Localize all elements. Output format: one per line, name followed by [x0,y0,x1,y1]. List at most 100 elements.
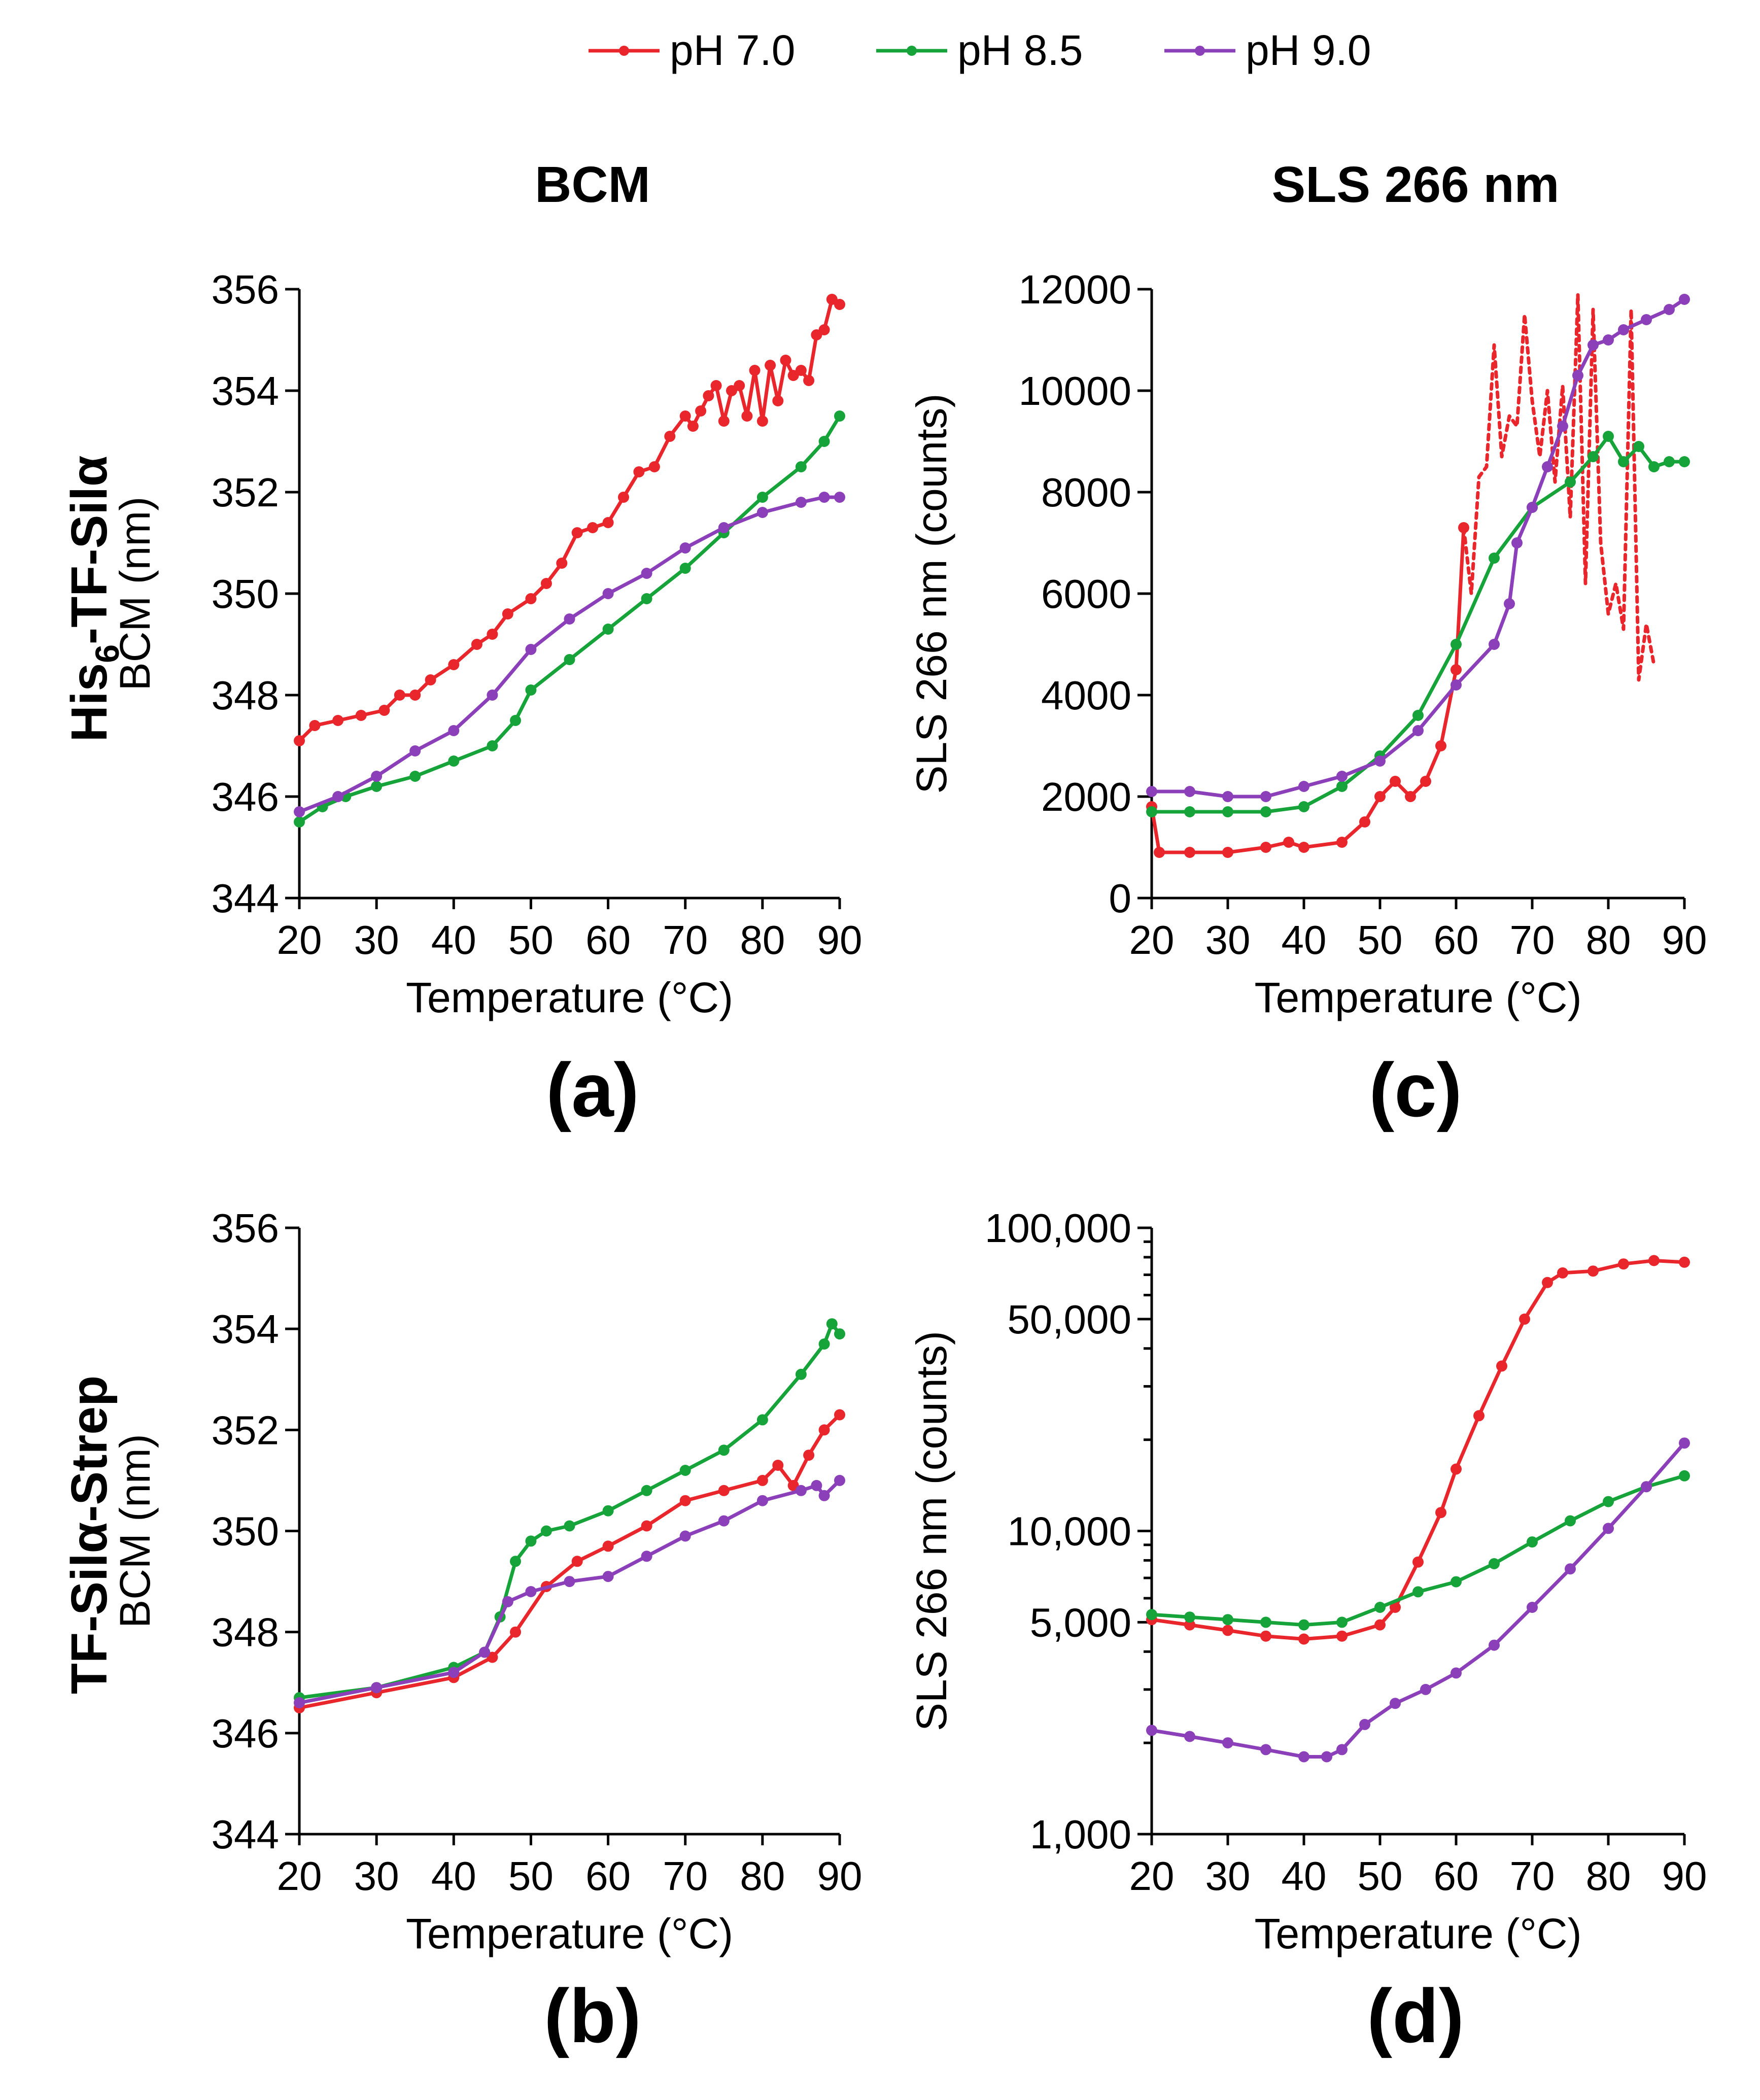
row-title-tf-sila-strep: TF-Silα-Strep [61,1375,118,1694]
x-tick-label-a-70: 70 [663,917,708,962]
data-point-c-ph-9-0-65 [1489,639,1500,650]
data-point-b-ph-9-0-40 [448,1667,460,1678]
legend: pH 7.0 pH 8.5 pH 9.0 [589,26,1371,74]
data-point-d-ph-9-0-90 [1679,1437,1690,1449]
x-tick-label-a-50: 50 [508,917,554,962]
y-tick-label-b-348: 348 [212,1610,279,1655]
y-tick-label-a-354: 354 [212,368,279,414]
data-point-a-ph-7-0-37 [425,674,436,685]
data-point-a-ph-7-0-72 [695,405,707,417]
data-point-b-ph-9-0-85 [795,1485,807,1496]
data-point-d-ph-8-5-35 [1260,1616,1271,1628]
y-tick-label-c-6000: 6000 [1041,571,1131,616]
data-point-d-ph-7-0-86 [1648,1255,1660,1266]
data-point-b-ph-8-5-48 [510,1556,521,1567]
data-point-b-ph-7-0-82 [772,1460,784,1471]
data-point-c-ph-9-0-67 [1504,598,1515,609]
y-tick-label-a-350: 350 [212,571,279,616]
data-point-a-ph-9-0-40 [448,725,460,736]
data-point-d-ph-7-0-52 [1390,1602,1401,1613]
data-point-d-ph-9-0-80 [1603,1523,1614,1534]
row-title-his6-tf-sila: His6-TF-Silα [61,456,126,742]
data-point-c-ph-8-5-40 [1298,801,1309,812]
panel-label-a: (a) [546,1047,639,1132]
data-point-c-ph-8-5-90 [1679,456,1690,467]
chart-panel-a: 20 30 40 50 60 70 80 90 344 346 348 350 352 354 356 Tem… [111,267,862,1132]
data-point-a-ph-7-0-85 [795,365,807,376]
data-point-b-ph-7-0-88 [818,1424,830,1436]
data-point-a-ph-7-0-25 [332,715,344,726]
data-point-b-ph-8-5-85 [795,1368,807,1380]
legend-label-ph-8-5: pH 8.5 [957,26,1083,74]
y-tick-label-a-346: 346 [212,774,279,819]
data-point-d-ph-7-0-55 [1412,1556,1424,1568]
data-point-a-ph-7-0-80 [756,416,768,427]
data-point-a-ph-7-0-83 [780,355,791,366]
x-axis-title-a: Temperature (°C) [406,974,733,1021]
data-point-d-ph-9-0-48 [1359,1718,1370,1730]
data-point-c-ph-9-0-72 [1542,461,1553,472]
row-title-his6-suffix: -TF-Silα [61,456,118,645]
y-tick-label-c-12000: 12000 [1019,267,1131,312]
data-point-d-ph-9-0-45 [1336,1744,1348,1755]
data-point-c-ph-9-0-76 [1572,370,1583,381]
data-point-d-ph-9-0-25 [1184,1731,1195,1742]
data-point-c-ph-8-5-82 [1618,456,1629,467]
data-point-b-ph-7-0-48 [510,1626,521,1638]
x-axis-title-b: Temperature (°C) [406,1910,733,1957]
data-point-b-ph-9-0-90 [834,1474,845,1486]
data-point-a-ph-7-0-31 [378,705,390,716]
data-point-d-ph-8-5-65 [1489,1558,1500,1569]
y-tick-label-c-8000: 8000 [1041,470,1131,515]
data-point-c-ph-9-0-40 [1298,781,1309,792]
data-point-a-ph-7-0-22 [309,720,321,731]
x-axis-title-d: Temperature (°C) [1254,1910,1581,1957]
data-point-a-ph-7-0-79 [749,365,761,376]
y-axis-title-b: BCM (nm) [111,1434,159,1628]
data-point-a-ph-7-0-66 [648,461,660,472]
data-point-c-ph-7-0-21 [1154,847,1165,858]
y-tick-label-d-50000: 50,000 [1007,1297,1131,1342]
data-point-d-ph-9-0-70 [1527,1602,1538,1613]
series-line-c-ph-7-0 [1150,526,1466,854]
x-tick-label-c-20: 20 [1129,917,1175,962]
y-tick-label-c-2000: 2000 [1041,774,1131,819]
data-point-a-ph-8-5-85 [795,461,807,472]
data-point-b-ph-8-5-90 [834,1328,845,1340]
y-axis-title-d: SLS 266 nm (counts) [908,1331,955,1731]
data-point-c-ph-9-0-45 [1336,771,1348,782]
data-point-c-ph-8-5-65 [1489,553,1500,564]
data-point-a-ph-9-0-60 [602,588,614,599]
x-tick-label-d-90: 90 [1662,1853,1707,1899]
data-point-a-ph-9-0-90 [834,492,845,503]
y-tick-label-d-1000: 1,000 [1030,1812,1131,1857]
data-point-a-ph-8-5-65 [641,593,652,604]
data-point-a-ph-8-5-40 [448,755,460,767]
x-tick-label-a-80: 80 [740,917,785,962]
data-point-a-ph-7-0-33 [394,690,405,701]
data-point-a-ph-7-0-90 [834,299,845,310]
series-a-ph-7-0 [294,294,845,746]
data-point-b-ph-9-0-30 [371,1682,383,1694]
data-point-d-ph-8-5-50 [1374,1602,1386,1613]
data-point-b-ph-9-0-75 [718,1515,730,1527]
series-line-c-ph-8-5 [1150,434,1686,814]
data-point-d-ph-9-0-60 [1451,1667,1462,1679]
data-point-a-ph-7-0-71 [687,421,699,432]
data-point-c-ph-7-0-50 [1374,791,1386,802]
column-title-sls: SLS 266 nm [1272,156,1560,213]
data-point-c-ph-9-0-30 [1222,791,1233,802]
x-tick-label-c-90: 90 [1662,917,1707,962]
data-point-a-ph-7-0-54 [556,558,568,569]
x-tick-label-c-80: 80 [1586,917,1631,962]
data-point-c-ph-9-0-90 [1679,294,1690,305]
data-point-a-ph-8-5-90 [834,410,845,422]
data-point-b-ph-7-0-75 [718,1485,730,1496]
data-point-a-ph-7-0-86 [803,375,815,386]
series-d-ph-8-5 [1146,1470,1690,1631]
data-point-c-ph-7-0-30 [1222,847,1233,858]
data-point-b-ph-9-0-60 [602,1571,614,1582]
y-tick-label-a-344: 344 [212,876,279,921]
row-title-his6-subscript: 6 [88,644,126,663]
x-tick-label-c-30: 30 [1205,917,1251,962]
